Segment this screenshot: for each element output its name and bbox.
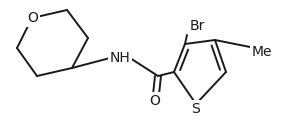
Text: Me: Me [252,45,272,59]
Text: Br: Br [189,19,205,33]
Text: O: O [28,11,38,25]
Text: O: O [149,94,160,108]
Text: NH: NH [110,51,130,65]
Text: S: S [192,102,200,116]
